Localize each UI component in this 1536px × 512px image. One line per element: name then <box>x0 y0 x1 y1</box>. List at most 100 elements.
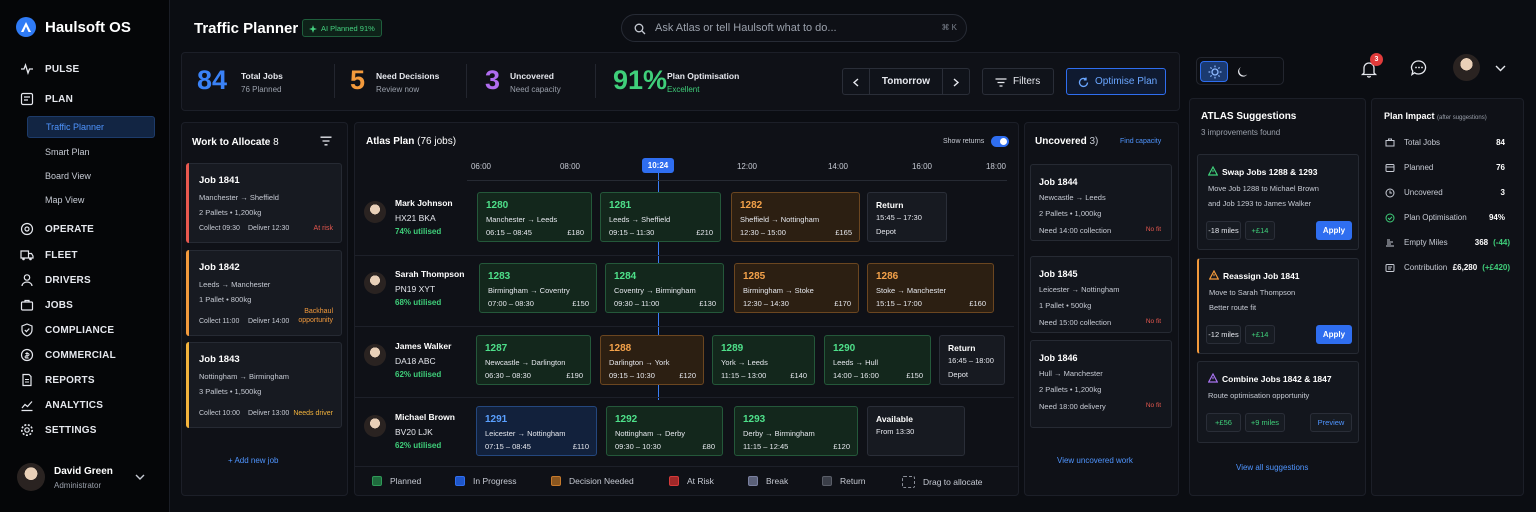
sidebar-item-pulse[interactable]: PULSE <box>0 59 170 79</box>
kpi-value: 5 <box>350 65 366 95</box>
uncovered-job-card[interactable]: Job 1844 Newcastle → Leeds 2 Pallets • 1… <box>1030 164 1172 241</box>
legend-divider <box>355 466 1018 467</box>
schedule-block[interactable]: 1284 Coventry → Birmingham 09:30 – 11:00… <box>605 263 724 313</box>
job-load: 2 Pallets • 1,000kg <box>1039 209 1102 218</box>
account-chevron-down-icon[interactable] <box>1495 64 1506 72</box>
light-mode-button[interactable] <box>1200 61 1228 82</box>
warning-icon <box>1208 166 1218 176</box>
plan-item-smart-plan[interactable]: Smart Plan <box>45 147 90 157</box>
time-tick: 06:00 <box>470 162 492 171</box>
view-uncovered-link[interactable]: View uncovered work <box>1057 456 1133 465</box>
moon-icon[interactable] <box>1237 65 1250 78</box>
find-capacity-link[interactable]: Find capacity <box>1120 138 1162 145</box>
block-id: 1290 <box>833 343 856 354</box>
preview-button[interactable]: Preview <box>1310 413 1352 432</box>
chevron-left-icon[interactable] <box>852 78 860 87</box>
filters-button[interactable]: Filters <box>982 68 1054 95</box>
block-id: 1282 <box>740 200 763 211</box>
row-divider <box>355 255 1014 256</box>
chevron-down-icon[interactable] <box>135 473 145 481</box>
notification-count-badge: 3 <box>1370 53 1383 66</box>
header-avatar[interactable] <box>1453 54 1480 81</box>
block-route: Leicester → Nottingham <box>485 429 566 438</box>
operate-icon <box>20 222 34 236</box>
job-deliver: Deliver 14:00 <box>248 318 290 325</box>
plan-item-map-view[interactable]: Map View <box>45 195 85 205</box>
uncovered-job-card[interactable]: Job 1845 Leicester → Nottingham 1 Pallet… <box>1030 256 1172 333</box>
driver-name: Sarah Thompson <box>395 269 465 279</box>
schedule-block[interactable]: 1280 Manchester → Leeds 06:15 – 08:45 £1… <box>477 192 592 242</box>
driver-name: Michael Brown <box>395 412 455 422</box>
suggestion-desc-2: and Job 1293 to James Walker <box>1208 199 1312 208</box>
block-id: Return <box>876 200 904 210</box>
schedule-block[interactable]: Return 16:45 – 18:00 Depot <box>939 335 1005 385</box>
schedule-block[interactable]: Return 15:45 – 17:30 Depot <box>867 192 947 242</box>
uncovered-job-card[interactable]: Job 1846 Hull → Manchester 2 Pallets • 1… <box>1030 340 1172 428</box>
schedule-block[interactable]: 1286 Stoke → Manchester 15:15 – 17:00 £1… <box>867 263 994 313</box>
sidebar-item-jobs[interactable]: JOBS <box>0 295 170 315</box>
time-tick: 14:00 <box>827 162 849 171</box>
job-deliver: Deliver 13:00 <box>248 410 290 417</box>
sidebar-item-reports[interactable]: REPORTS <box>0 370 170 390</box>
optimise-plan-button[interactable]: Optimise Plan <box>1066 68 1166 95</box>
chevron-right-icon[interactable] <box>952 78 960 87</box>
block-time: 15:15 – 17:00 <box>876 299 922 308</box>
sidebar-item-settings[interactable]: SETTINGS <box>0 420 170 440</box>
sidebar: Haulsoft OS PULSE PLAN OPERATE FLEET DRI… <box>0 0 170 512</box>
allocate-job-card[interactable]: Job 1841 Manchester → Sheffield 2 Pallet… <box>186 163 342 243</box>
allocate-job-card[interactable]: Job 1842 Leeds → Manchester 1 Pallet • 8… <box>186 250 342 336</box>
legend-item: Break <box>748 476 788 486</box>
schedule-block[interactable]: Available From 13:30 <box>867 406 965 456</box>
schedule-block[interactable]: 1282 Sheffield → Nottingham 12:30 – 15:0… <box>731 192 860 242</box>
allocate-job-card[interactable]: Job 1843 Nottingham → Birmingham 3 Palle… <box>186 342 342 428</box>
schedule-block[interactable]: 1288 Darlington → York 09:15 – 10:30 £12… <box>600 335 704 385</box>
sort-filter-icon[interactable] <box>320 136 332 146</box>
haulsoft-logo-icon <box>16 17 36 37</box>
sun-icon <box>1208 65 1222 79</box>
suggestion-chip: +£56 <box>1206 413 1241 432</box>
schedule-block[interactable]: 1285 Birmingham → Stoke 12:30 – 14:30 £1… <box>734 263 859 313</box>
sidebar-item-compliance[interactable]: COMPLIANCE <box>0 320 170 340</box>
schedule-block[interactable]: 1292 Nottingham → Derby 09:30 – 10:30 £8… <box>606 406 723 456</box>
brand[interactable]: Haulsoft OS <box>16 17 131 37</box>
legend-item: In Progress <box>455 476 516 486</box>
schedule-block[interactable]: 1283 Birmingham → Coventry 07:00 – 08:30… <box>479 263 597 313</box>
sidebar-item-fleet[interactable]: FLEET <box>0 245 170 265</box>
block-id: 1283 <box>488 271 511 282</box>
block-price: £150 <box>572 299 589 308</box>
schedule-block[interactable]: 1289 York → Leeds 11:15 – 13:00 £140 <box>712 335 815 385</box>
schedule-block[interactable]: 1281 Leeds → Sheffield 09:15 – 11:30 £21… <box>600 192 721 242</box>
legend-item: Decision Needed <box>551 476 634 486</box>
sidebar-item-analytics[interactable]: ANALYTICS <box>0 395 170 415</box>
view-all-suggestions-link[interactable]: View all suggestions <box>1236 463 1309 472</box>
sidebar-item-operate[interactable]: OPERATE <box>0 219 170 239</box>
theme-toggle[interactable] <box>1196 57 1284 85</box>
check-circle-icon <box>1385 213 1395 223</box>
schedule-block[interactable]: 1287 Newcastle → Darlington 06:30 – 08:3… <box>476 335 591 385</box>
schedule-block[interactable]: 1293 Derby → Birmingham 11:15 – 12:45 £1… <box>734 406 858 456</box>
show-returns-toggle[interactable] <box>991 136 1009 147</box>
job-route: Manchester → Sheffield <box>199 193 279 202</box>
plan-item-board-view[interactable]: Board View <box>45 171 91 181</box>
kpi-sublabel: Review now <box>376 85 420 94</box>
no-fit-badge: No fit <box>1145 226 1161 233</box>
sidebar-item-plan[interactable]: PLAN <box>0 89 170 109</box>
schedule-block[interactable]: 1290 Leeds → Hull 14:00 – 16:00 £150 <box>824 335 931 385</box>
sidebar-item-commercial[interactable]: COMMERCIAL <box>0 345 170 365</box>
search-input[interactable]: Ask Atlas or tell Haulsoft what to do...… <box>621 14 967 42</box>
block-time: Depot <box>948 370 969 379</box>
chat-icon[interactable] <box>1410 59 1428 77</box>
date-selector[interactable]: Tomorrow <box>842 68 970 95</box>
plan-item-traffic-planner[interactable]: Traffic Planner <box>27 116 155 138</box>
analytics-icon <box>21 401 33 412</box>
kpi-divider <box>466 64 467 98</box>
apply-button[interactable]: Apply <box>1316 325 1352 344</box>
briefcase-icon <box>20 299 34 311</box>
apply-button[interactable]: Apply <box>1316 221 1352 240</box>
user-profile[interactable]: David Green Administrator <box>17 463 157 493</box>
driver-utilisation: 68% utilised <box>395 298 442 307</box>
sidebar-item-drivers[interactable]: DRIVERS <box>0 270 170 290</box>
schedule-block[interactable]: 1291 Leicester → Nottingham 07:15 – 08:4… <box>476 406 597 456</box>
time-tick: 08:00 <box>559 162 581 171</box>
add-new-job-link[interactable]: + Add new job <box>228 456 279 465</box>
